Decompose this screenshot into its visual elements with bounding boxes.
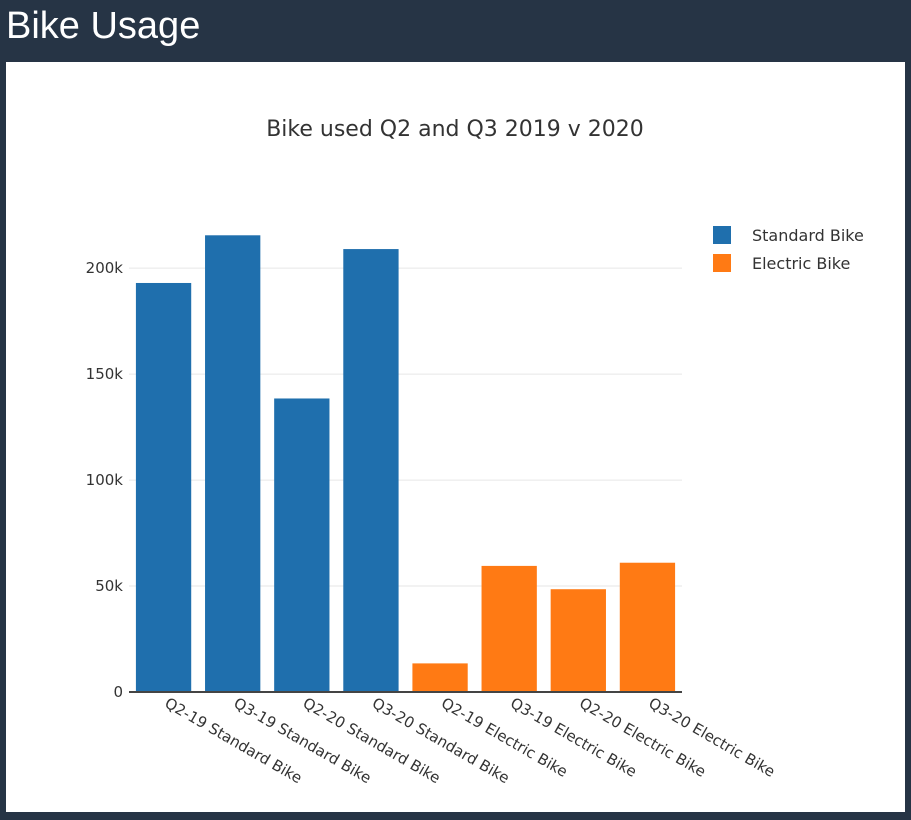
x-tick-label: Q3-20 Electric Bike xyxy=(645,694,778,781)
bar xyxy=(412,663,468,692)
legend-label[interactable]: Electric Bike xyxy=(752,254,850,273)
x-tick-label: Q2-20 Electric Bike xyxy=(576,694,709,781)
bar xyxy=(619,562,676,692)
chart-panel: Bike used Q2 and Q3 2019 v 2020 0 50k 100k… xyxy=(6,62,905,812)
x-tick-label: Q3-19 Electric Bike xyxy=(507,694,640,781)
legend-swatch[interactable] xyxy=(713,226,731,244)
bar xyxy=(481,565,537,692)
bar xyxy=(274,398,330,692)
legend-swatch[interactable] xyxy=(713,254,731,272)
legend-label[interactable]: Standard Bike xyxy=(752,226,864,245)
chart-title: Bike used Q2 and Q3 2019 v 2020 xyxy=(266,117,644,142)
y-tick-label: 150k xyxy=(86,365,124,383)
legend: Standard Bike Electric Bike xyxy=(713,226,864,273)
bar-chart: Bike used Q2 and Q3 2019 v 2020 0 50k 100k… xyxy=(86,117,864,787)
bar xyxy=(343,249,399,693)
bar xyxy=(205,235,261,693)
app-header: Bike Usage xyxy=(0,0,911,62)
y-tick-label: 50k xyxy=(95,577,123,595)
bar xyxy=(135,282,192,692)
bars xyxy=(135,235,676,693)
y-tick-label: 100k xyxy=(86,471,124,489)
y-tick-label: 200k xyxy=(86,259,124,277)
y-tick-label: 0 xyxy=(113,683,123,701)
app-title: Bike Usage xyxy=(6,5,201,47)
bar xyxy=(550,589,606,692)
